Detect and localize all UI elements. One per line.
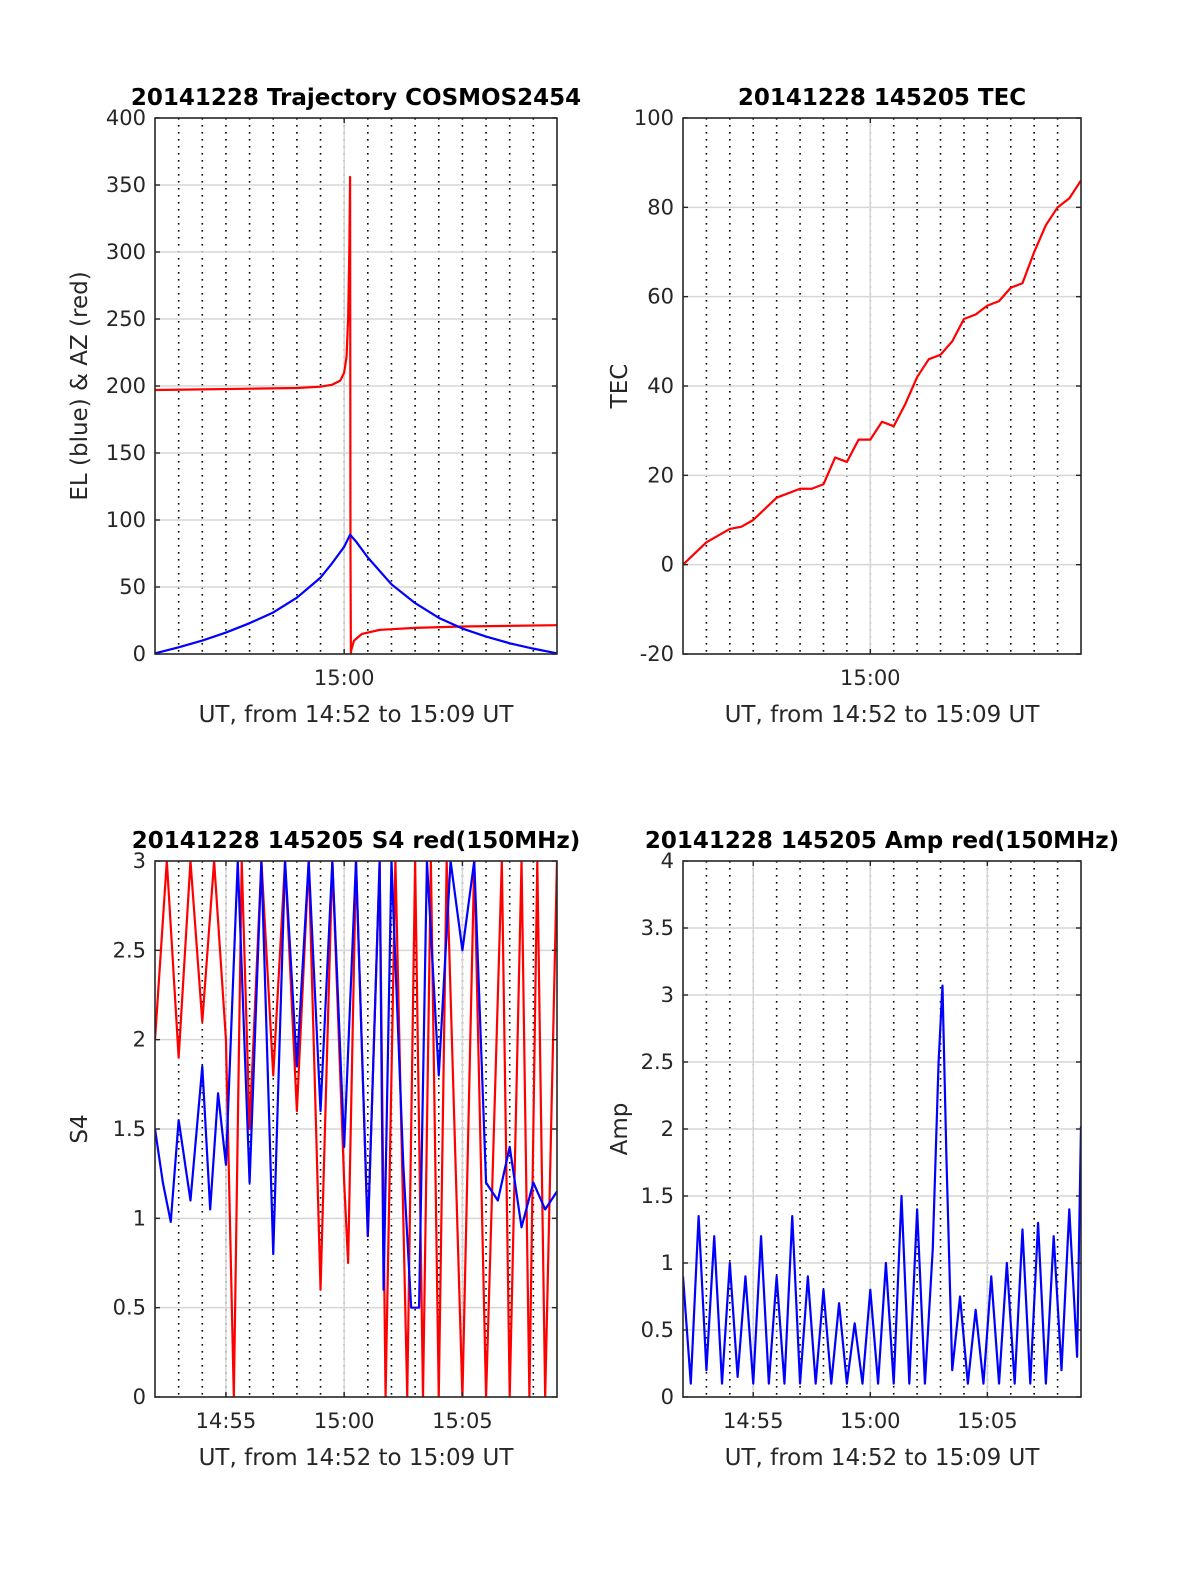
p3-y-tick-label: 0 (133, 1385, 146, 1409)
p3-x-label: UT, from 14:52 to 15:09 UT (199, 1445, 515, 1471)
p1-y-tick-label: 400 (106, 106, 146, 130)
p1-y-tick-label: 250 (106, 307, 146, 331)
p4-x-tick-label: 15:00 (840, 1409, 901, 1433)
p1-y-tick-label: 150 (106, 441, 146, 465)
p1-y-tick-label: 50 (119, 575, 146, 599)
p4-series-line (683, 984, 1081, 1385)
p2-y-tick-label: 40 (647, 374, 674, 398)
p2-y-tick-label: 100 (634, 106, 674, 130)
p4-y-label: Amp (607, 1103, 633, 1156)
p4-y-tick-label: 0.5 (641, 1318, 674, 1342)
p3-y-tick-label: 0.5 (113, 1296, 146, 1320)
p2-y-label: TEC (607, 364, 633, 410)
p2-series-line (683, 179, 1081, 566)
panel-tec: -20 0 20 40 60 80 100 15:00 20141228 145205 TEC U… (607, 85, 1082, 728)
p4-y-tick-label: 4 (661, 849, 674, 873)
p3-y-tick-label: 3 (133, 849, 146, 873)
p3-y-label: S4 (67, 1114, 93, 1143)
p4-y-tick-label: 3.5 (641, 916, 674, 940)
p2-y-tick-label: -20 (640, 642, 674, 666)
p3-x-tick-label: 14:55 (196, 1409, 257, 1433)
p1-title: 20141228 Trajectory COSMOS2454 (131, 85, 581, 111)
p4-y-tick-label: 2 (661, 1117, 674, 1141)
p3-x-tick-label: 15:00 (314, 1409, 375, 1433)
p3-y-tick-label: 1.5 (113, 1117, 146, 1141)
p1-x-label: UT, from 14:52 to 15:09 UT (199, 702, 515, 728)
p2-y-tick-label: 0 (661, 553, 674, 577)
p3-series-line (155, 861, 557, 1309)
p1-y-tick-label: 300 (106, 240, 146, 264)
p2-y-tick-label: 80 (647, 195, 674, 219)
p3-y-tick-label: 2.5 (113, 938, 146, 962)
p4-y-tick-label: 1 (661, 1251, 674, 1275)
p2-title: 20141228 145205 TEC (738, 85, 1026, 111)
p1-y-tick-label: 100 (106, 508, 146, 532)
p4-y-tick-label: 0 (661, 1385, 674, 1409)
panel-trajectory: 0 50 100 150 200 250 300 350 400 15:00 20141228 Tr… (67, 85, 581, 728)
p4-y-tick-label: 2.5 (641, 1050, 674, 1074)
p1-series-line (155, 533, 557, 654)
p4-y-tick-label: 3 (661, 983, 674, 1007)
p1-y-tick-label: 0 (133, 642, 146, 666)
p1-y-label: EL (blue) & AZ (red) (67, 271, 93, 500)
p1-y-tick-label: 350 (106, 173, 146, 197)
p4-x-tick-label: 15:05 (957, 1409, 1018, 1433)
p2-x-tick-label: 15:00 (840, 666, 901, 690)
p1-x-tick-label: 15:00 (314, 666, 375, 690)
panel-s4: 0 0.5 1 1.5 2 2.5 3 14:55 15:00 15:05 20141228 145… (67, 828, 580, 1471)
p3-y-tick-label: 2 (133, 1028, 146, 1052)
p1-series-line (155, 175, 557, 654)
p2-x-label: UT, from 14:52 to 15:09 UT (725, 702, 1041, 728)
p4-y-tick-label: 1.5 (641, 1184, 674, 1208)
panel-amp: 0 0.5 1 1.5 2 2.5 3 3.5 4 14:55 15:00 15:05 20141228… (607, 828, 1119, 1471)
p3-x-tick-label: 15:05 (432, 1409, 493, 1433)
p4-x-label: UT, from 14:52 to 15:09 UT (725, 1445, 1041, 1471)
p3-title: 20141228 145205 S4 red(150MHz) (132, 828, 581, 854)
p3-y-tick-label: 1 (133, 1206, 146, 1230)
p4-title: 20141228 145205 Amp red(150MHz) (645, 828, 1119, 854)
p2-y-tick-label: 60 (647, 285, 674, 309)
p1-y-tick-label: 200 (106, 374, 146, 398)
p2-y-tick-label: 20 (647, 463, 674, 487)
p4-x-tick-label: 14:55 (723, 1409, 784, 1433)
